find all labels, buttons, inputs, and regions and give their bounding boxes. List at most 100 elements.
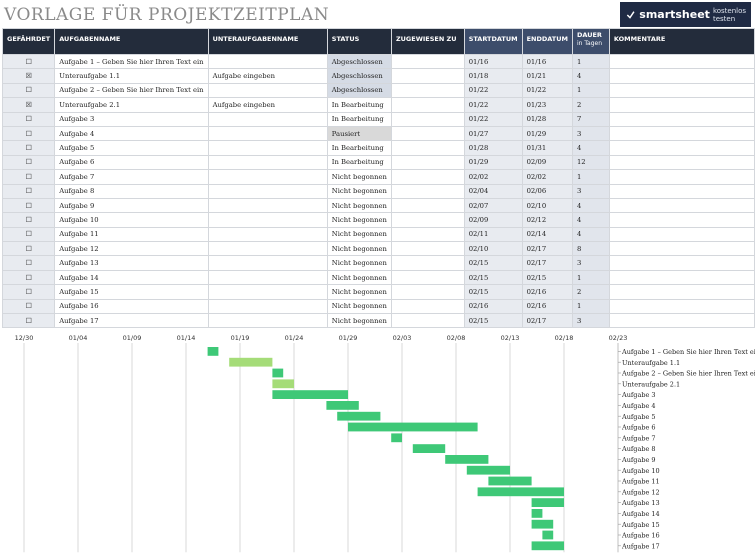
status-cell[interactable]: Abgeschlossen [326,68,392,84]
gantt-bar[interactable] [326,401,359,410]
task-name-cell[interactable]: Aufgabe 4 [54,125,209,142]
assigned-to-cell[interactable] [390,68,465,84]
at-risk-checkbox[interactable]: ☐ [1,284,56,300]
end-date-cell[interactable]: 02/06 [521,183,573,199]
end-date-cell[interactable]: 01/21 [521,68,573,84]
start-date-cell[interactable]: 02/11 [463,226,523,243]
task-name-cell[interactable]: Aufgabe 10 [54,212,209,228]
gantt-bar[interactable] [445,455,489,464]
comments-cell[interactable] [608,125,755,142]
at-risk-checkbox[interactable]: ☐ [1,125,56,142]
gantt-bar[interactable] [531,519,554,529]
gantt-bar[interactable] [391,433,402,443]
task-name-cell[interactable]: Unteraufgabe 2.1 [54,97,209,113]
start-date-cell[interactable]: 02/15 [463,269,523,286]
at-risk-checkbox[interactable]: ☐ [1,140,56,156]
end-date-cell[interactable]: 02/16 [521,284,573,300]
assigned-to-cell[interactable] [390,284,465,300]
start-date-cell[interactable]: 02/10 [463,241,523,257]
comments-cell[interactable] [608,298,755,315]
comments-cell[interactable] [608,241,755,257]
start-date-cell[interactable]: 02/15 [463,284,523,300]
task-name-cell[interactable]: Unteraufgabe 1.1 [54,68,209,84]
at-risk-checkbox[interactable]: ☐ [1,183,56,199]
subtask-name-cell[interactable] [207,226,328,243]
assigned-to-cell[interactable] [390,226,465,243]
start-date-cell[interactable]: 01/22 [463,82,523,99]
gantt-bar[interactable] [542,530,554,540]
comments-cell[interactable] [608,212,755,228]
subtask-name-cell[interactable] [207,169,328,185]
subtask-name-cell[interactable] [207,284,328,300]
subtask-name-cell[interactable]: Aufgabe eingeben [207,97,328,113]
task-name-cell[interactable]: Aufgabe 13 [54,255,209,271]
end-date-cell[interactable]: 02/12 [521,212,573,228]
status-cell[interactable]: Pausiert [326,125,392,142]
end-date-cell[interactable]: 01/29 [521,125,573,142]
assigned-to-cell[interactable] [390,53,465,70]
comments-cell[interactable] [608,82,755,99]
subtask-name-cell[interactable] [207,154,328,171]
task-name-cell[interactable]: Aufgabe 5 [54,140,209,156]
assigned-to-cell[interactable] [390,313,465,329]
assigned-to-cell[interactable] [390,97,465,113]
gantt-bar[interactable] [272,368,284,378]
comments-cell[interactable] [608,53,755,70]
gantt-bar[interactable] [488,476,532,486]
at-risk-checkbox[interactable]: ☐ [1,169,56,185]
start-date-cell[interactable]: 01/16 [463,53,523,70]
end-date-cell[interactable]: 02/15 [521,269,573,286]
end-date-cell[interactable]: 02/10 [521,197,573,214]
task-name-cell[interactable]: Aufgabe 2 – Geben Sie hier Ihren Text ei… [54,82,209,99]
status-cell[interactable]: Nicht begonnen [326,313,392,329]
assigned-to-cell[interactable] [390,82,465,99]
assigned-to-cell[interactable] [390,169,465,185]
assigned-to-cell[interactable] [390,125,465,142]
gantt-bar[interactable] [229,357,273,367]
task-name-cell[interactable]: Aufgabe 17 [54,313,209,329]
assigned-to-cell[interactable] [390,298,465,315]
at-risk-checkbox[interactable]: ☐ [1,313,56,329]
end-date-cell[interactable]: 02/17 [521,255,573,271]
task-name-cell[interactable]: Aufgabe 11 [54,226,209,243]
assigned-to-cell[interactable] [390,255,465,271]
smartsheet-logo-button[interactable]: smartsheet kostenlos testen [620,2,751,27]
comments-cell[interactable] [608,284,755,300]
at-risk-checkbox[interactable]: ☐ [1,154,56,171]
at-risk-checkbox[interactable]: ☐ [1,111,56,127]
subtask-name-cell[interactable] [207,82,328,99]
start-date-cell[interactable]: 02/15 [463,313,523,329]
status-cell[interactable]: Nicht begonnen [326,255,392,271]
task-name-cell[interactable]: Aufgabe 15 [54,284,209,300]
start-date-cell[interactable]: 01/22 [463,97,523,113]
end-date-cell[interactable]: 01/23 [521,97,573,113]
comments-cell[interactable] [608,169,755,185]
end-date-cell[interactable]: 01/22 [521,82,573,99]
at-risk-checkbox[interactable]: ☐ [1,82,56,99]
comments-cell[interactable] [608,111,755,127]
task-name-cell[interactable]: Aufgabe 8 [54,183,209,199]
status-cell[interactable]: In Bearbeitung [326,97,392,113]
subtask-name-cell[interactable] [207,313,328,329]
comments-cell[interactable] [608,226,755,243]
end-date-cell[interactable]: 02/02 [521,169,573,185]
task-name-cell[interactable]: Aufgabe 3 [54,111,209,127]
status-cell[interactable]: Nicht begonnen [326,169,392,185]
start-date-cell[interactable]: 01/18 [463,68,523,84]
at-risk-checkbox[interactable]: ☒ [1,68,56,84]
status-cell[interactable]: Nicht begonnen [326,183,392,199]
assigned-to-cell[interactable] [390,241,465,257]
subtask-name-cell[interactable] [207,269,328,286]
gantt-bar[interactable] [207,347,219,356]
gantt-bar[interactable] [477,487,564,497]
status-cell[interactable]: Abgeschlossen [326,82,392,99]
assigned-to-cell[interactable] [390,269,465,286]
comments-cell[interactable] [608,154,755,171]
end-date-cell[interactable]: 01/16 [521,53,573,70]
task-name-cell[interactable]: Aufgabe 16 [54,298,209,315]
gantt-bar[interactable] [337,411,381,421]
start-date-cell[interactable]: 02/02 [463,169,523,185]
task-name-cell[interactable]: Aufgabe 1 – Geben Sie hier Ihren Text ei… [54,53,209,70]
start-date-cell[interactable]: 01/28 [463,140,523,156]
subtask-name-cell[interactable] [207,125,328,142]
